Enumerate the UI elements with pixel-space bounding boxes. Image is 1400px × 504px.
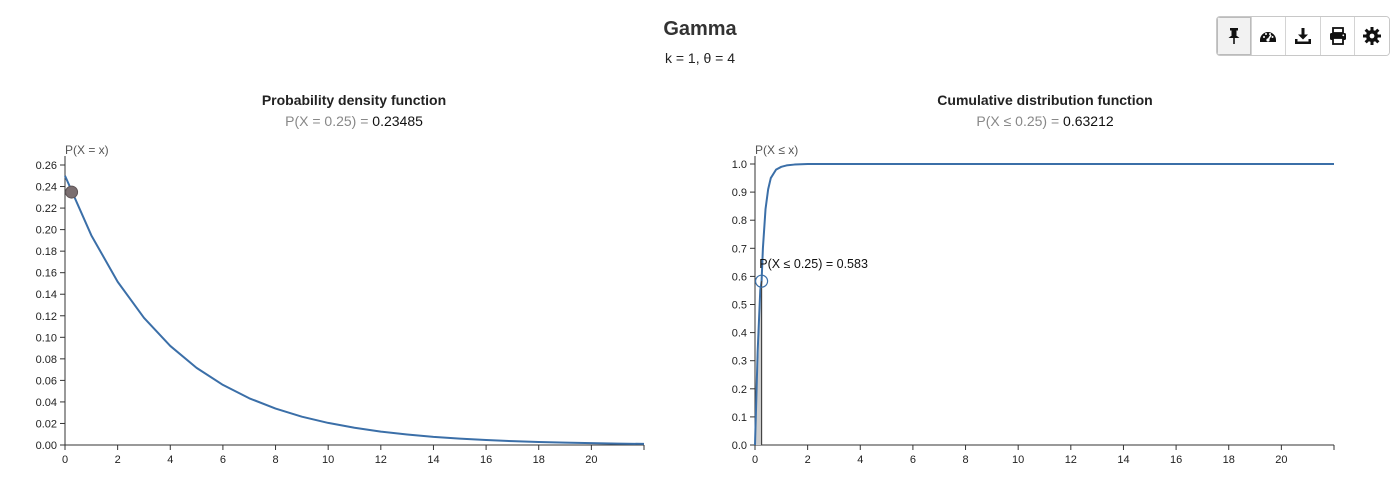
- pdf-chart: P(X = x) 0.00 0.02 0.04 0.06 0.08 0.10 0.12 0.14…: [36, 143, 645, 466]
- gauge-icon: [1260, 32, 1277, 42]
- cdf-x-tick-label: 2: [805, 454, 811, 466]
- cdf-x-tick-label: 14: [1117, 454, 1129, 466]
- cdf-y-axis-label: P(X ≤ x): [755, 143, 798, 157]
- cdf-x-tick-label: 8: [962, 454, 968, 466]
- cdf-x-tick-label: 18: [1223, 454, 1235, 466]
- pdf-x-tick-label: 12: [375, 454, 387, 466]
- cdf-y-tick-label: 0.6: [732, 271, 747, 283]
- cdf-y-tick-label: 0.2: [732, 384, 747, 396]
- cdf-panel-title: Cumulative distribution function: [937, 92, 1153, 108]
- pdf-x-tick-label: 6: [220, 454, 226, 466]
- cdf-x-tick-label: 20: [1275, 454, 1287, 466]
- pdf-y-axis-label: P(X = x): [65, 143, 109, 157]
- pdf-x-tick-label: 4: [167, 454, 173, 466]
- pdf-x-tick-label: 10: [322, 454, 334, 466]
- pdf-marker-point: [65, 185, 79, 199]
- pdf-probability-value: 0.23485: [372, 113, 423, 129]
- pdf-y-tick-label: 0.10: [36, 332, 57, 344]
- pdf-y-tick-label: 0.22: [36, 203, 57, 215]
- pdf-y-tick-label: 0.00: [36, 440, 57, 452]
- pdf-x-tick-label: 20: [585, 454, 597, 466]
- cdf-x-tick-label: 4: [857, 454, 863, 466]
- cdf-y-tick-label: 0.1: [732, 412, 747, 424]
- print-icon: [1329, 27, 1346, 45]
- cdf-probability: P(X ≤ 0.25) = 0.63212: [835, 113, 1255, 129]
- cdf-x-tick-label: 16: [1170, 454, 1182, 466]
- dashboard-button[interactable]: [1251, 17, 1287, 55]
- pdf-y-tick-label: 0.12: [36, 311, 57, 323]
- cdf-probability-value: 0.63212: [1063, 113, 1114, 129]
- pdf-x-tick-label: 8: [272, 454, 278, 466]
- print-button[interactable]: [1320, 17, 1356, 55]
- pdf-y-tick-label: 0.26: [36, 160, 57, 172]
- cdf-y-tick-label: 0.5: [732, 300, 747, 312]
- pdf-x-tick-label: 14: [427, 454, 439, 466]
- cdf-marker-point: [754, 274, 769, 288]
- cdf-y-tick-label: 0.3: [732, 356, 747, 368]
- cdf-y-tick-label: 0.4: [732, 328, 747, 340]
- cdf-y-tick-label: 1.0: [732, 159, 747, 171]
- cdf-y-tick-label: 0.7: [732, 243, 747, 255]
- pdf-y-tick-label: 0.18: [36, 246, 57, 258]
- pin-icon: [1228, 28, 1240, 44]
- cdf-y-tick-label: 0.8: [732, 215, 747, 227]
- pdf-x-tick-label: 0: [62, 454, 68, 466]
- cdf-marker-annotation: P(X ≤ 0.25) = 0.583: [759, 257, 868, 271]
- pdf-y-tick-label: 0.02: [36, 418, 57, 430]
- distribution-params: k = 1, θ = 4: [664, 50, 736, 66]
- pdf-series-line: [64, 175, 645, 445]
- download-icon: [1294, 28, 1311, 44]
- settings-button[interactable]: [1355, 17, 1389, 55]
- toolbar: [1216, 16, 1390, 56]
- cdf-x-tick-label: 12: [1065, 454, 1077, 466]
- download-button[interactable]: [1286, 17, 1321, 55]
- pin-button[interactable]: [1217, 17, 1252, 55]
- pdf-y-tick-label: 0.20: [36, 225, 57, 237]
- pdf-y-tick-label: 0.24: [36, 182, 57, 194]
- cdf-probability-label: P(X ≤ 0.25) =: [976, 113, 1064, 129]
- pdf-x-tick-label: 16: [480, 454, 492, 466]
- pdf-y-tick-label: 0.06: [36, 375, 57, 387]
- pdf-y-tick-label: 0.08: [36, 354, 57, 366]
- cdf-x-tick-label: 6: [910, 454, 916, 466]
- chart-title: Gamma: [663, 18, 737, 40]
- cdf-series-line: [754, 163, 1334, 446]
- gear-icon: [1363, 27, 1382, 45]
- cdf-x-tick-label: 10: [1012, 454, 1024, 466]
- pdf-y-tick-label: 0.14: [36, 289, 57, 301]
- cdf-y-tick-label: 0.9: [732, 187, 747, 199]
- pdf-y-tick-label: 0.04: [36, 397, 57, 409]
- pdf-probability: P(X = 0.25) = 0.23485: [144, 113, 564, 129]
- pdf-y-tick-label: 0.16: [36, 268, 57, 280]
- pdf-x-tick-label: 2: [115, 454, 121, 466]
- cdf-chart: P(X ≤ x) 0.0 0.1 0.2 0.3 0.4 0.5 0.6 0.7 0.8 0.9 1.…: [732, 143, 1335, 466]
- pdf-x-tick-label: 18: [533, 454, 545, 466]
- cdf-y-tick-label: 0.0: [732, 440, 747, 452]
- pdf-panel-title: Probability density function: [261, 92, 447, 108]
- pdf-probability-label: P(X = 0.25) =: [285, 113, 373, 129]
- cdf-x-tick-label: 0: [752, 454, 758, 466]
